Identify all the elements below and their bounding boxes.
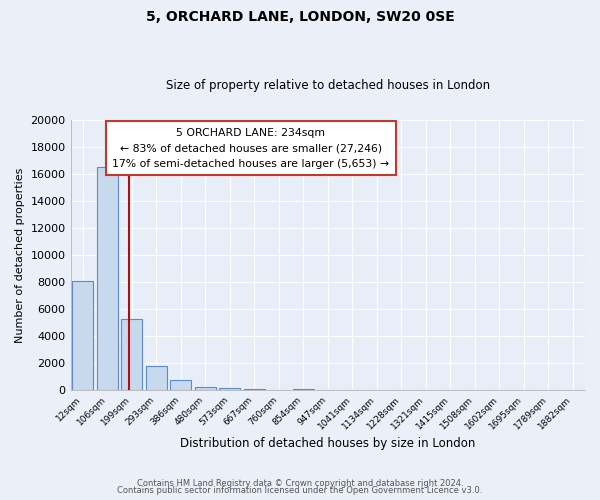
Text: Contains HM Land Registry data © Crown copyright and database right 2024.: Contains HM Land Registry data © Crown c… bbox=[137, 478, 463, 488]
Text: 5 ORCHARD LANE: 234sqm
← 83% of detached houses are smaller (27,246)
17% of semi: 5 ORCHARD LANE: 234sqm ← 83% of detached… bbox=[112, 128, 389, 169]
Bar bbox=[97, 167, 118, 390]
X-axis label: Distribution of detached houses by size in London: Distribution of detached houses by size … bbox=[180, 437, 475, 450]
Text: Contains public sector information licensed under the Open Government Licence v3: Contains public sector information licen… bbox=[118, 486, 482, 495]
Bar bbox=[195, 386, 215, 390]
Bar bbox=[244, 389, 265, 390]
Bar bbox=[220, 388, 240, 390]
Title: Size of property relative to detached houses in London: Size of property relative to detached ho… bbox=[166, 79, 490, 92]
Bar bbox=[293, 389, 314, 390]
Bar bbox=[121, 318, 142, 390]
Bar bbox=[146, 366, 167, 390]
Y-axis label: Number of detached properties: Number of detached properties bbox=[15, 168, 25, 342]
Bar bbox=[73, 280, 93, 390]
Text: 5, ORCHARD LANE, LONDON, SW20 0SE: 5, ORCHARD LANE, LONDON, SW20 0SE bbox=[146, 10, 454, 24]
Bar bbox=[170, 380, 191, 390]
